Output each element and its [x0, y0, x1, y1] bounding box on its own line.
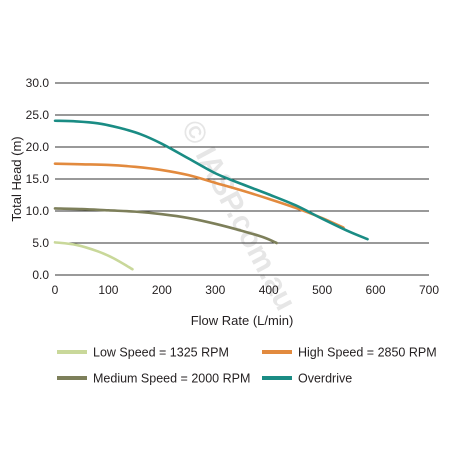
x-tick-label: 500: [312, 283, 332, 297]
series-lines: [53, 119, 369, 271]
y-tick-label: 10.0: [26, 204, 50, 218]
x-axis-ticks: 0 100 200 300 400 500 600 700: [52, 283, 440, 297]
legend-label: High Speed = 2850 RPM: [298, 346, 437, 360]
legend-label: Medium Speed = 2000 RPM: [93, 372, 250, 386]
y-tick-label: 15.0: [26, 172, 50, 186]
x-axis-label: Flow Rate (L/min): [191, 313, 294, 328]
y-axis-ticks: 0.0 5.0 10.0 15.0 20.0 25.0 30.0: [26, 76, 50, 282]
y-tick-label: 5.0: [32, 236, 49, 250]
x-tick-label: 200: [152, 283, 172, 297]
x-tick-label: 100: [98, 283, 118, 297]
legend-label: Low Speed = 1325 RPM: [93, 346, 229, 360]
series-line-overdrive: [53, 119, 369, 241]
y-tick-label: 30.0: [26, 76, 50, 90]
x-tick-label: 300: [205, 283, 225, 297]
legend: Low Speed = 1325 RPM Medium Speed = 2000 …: [57, 346, 437, 386]
x-tick-label: 600: [366, 283, 386, 297]
watermark-text: © IASP.com.au: [175, 115, 303, 316]
x-tick-label: 0: [52, 283, 59, 297]
x-tick-label: 700: [419, 283, 439, 297]
x-tick-label: 400: [259, 283, 279, 297]
series-line-high-speed-2850-rpm: [53, 162, 345, 229]
y-tick-label: 20.0: [26, 140, 50, 154]
y-tick-label: 0.0: [32, 268, 49, 282]
y-axis-label: Total Head (m): [9, 136, 24, 221]
series-line-low-speed-1325-rpm: [53, 241, 134, 271]
y-tick-label: 25.0: [26, 108, 50, 122]
series-line-medium-speed-2000-rpm: [53, 207, 279, 245]
legend-label: Overdrive: [298, 372, 352, 386]
watermark: © IASP.com.au: [175, 115, 303, 316]
